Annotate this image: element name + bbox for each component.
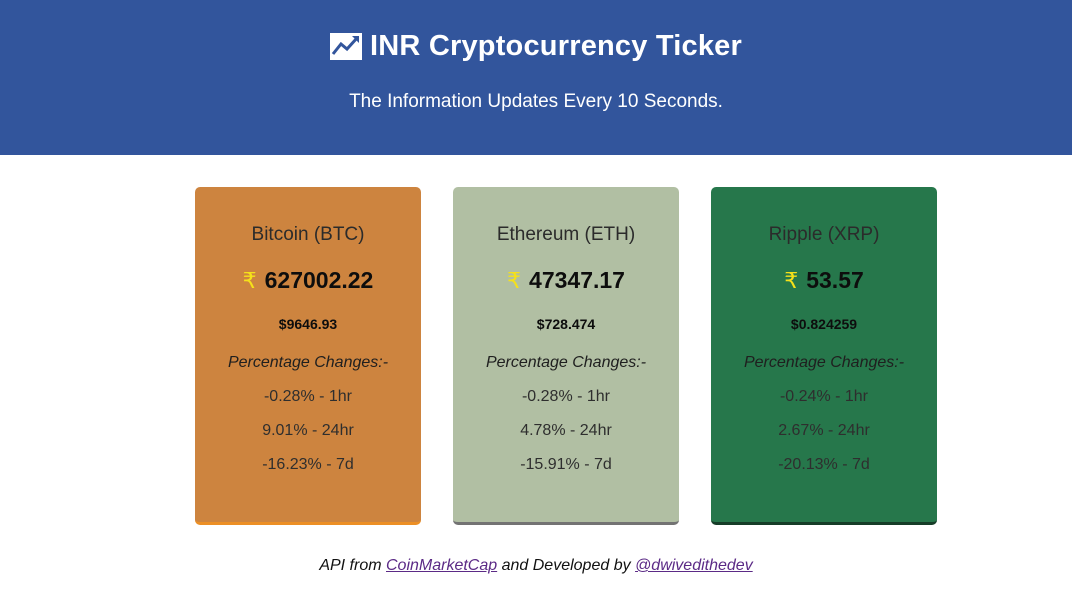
developer-link[interactable]: @dwivedithedev bbox=[635, 557, 753, 574]
coin-name: Ripple (XRP) bbox=[768, 224, 880, 245]
inr-value: 47347.17 bbox=[529, 267, 625, 293]
header: INR Cryptocurrency Ticker The Informatio… bbox=[0, 0, 1072, 155]
footer: API from CoinMarketCap and Developed by … bbox=[0, 557, 1072, 575]
card-bitcoin: Bitcoin (BTC) ₹627002.22 $9646.93 Percen… bbox=[195, 187, 421, 525]
inr-price: ₹627002.22 bbox=[195, 267, 421, 294]
card-ethereum: Ethereum (ETH) ₹47347.17 $728.474 Percen… bbox=[453, 187, 679, 525]
inr-price: ₹47347.17 bbox=[453, 267, 679, 294]
inr-value: 53.57 bbox=[806, 267, 864, 293]
card-ripple: Ripple (XRP) ₹53.57 $0.824259 Percentage… bbox=[711, 187, 937, 525]
inr-value: 627002.22 bbox=[264, 267, 374, 293]
title-row: INR Cryptocurrency Ticker bbox=[0, 30, 1072, 63]
rupee-icon: ₹ bbox=[507, 268, 522, 293]
usd-price: $9646.93 bbox=[278, 316, 338, 332]
coin-name: Ethereum (ETH) bbox=[496, 224, 636, 245]
line-chart-icon bbox=[330, 33, 363, 60]
change-24hr: 2.67% - 24hr bbox=[778, 422, 870, 439]
coinmarketcap-link[interactable]: CoinMarketCap bbox=[386, 557, 498, 574]
ticker-cards: Bitcoin (BTC) ₹627002.22 $9646.93 Percen… bbox=[195, 187, 937, 525]
coin-name: Bitcoin (BTC) bbox=[251, 224, 365, 245]
change-1hr: -0.24% - 1hr bbox=[779, 388, 869, 405]
percentage-title: Percentage Changes:- bbox=[743, 354, 905, 371]
change-7d: -16.23% - 7d bbox=[262, 456, 354, 473]
change-24hr: 9.01% - 24hr bbox=[262, 422, 354, 439]
rupee-icon: ₹ bbox=[242, 268, 257, 293]
page-title: INR Cryptocurrency Ticker bbox=[370, 30, 742, 62]
footer-middle: and Developed by bbox=[501, 557, 631, 574]
percentage-title: Percentage Changes:- bbox=[485, 354, 647, 371]
rupee-icon: ₹ bbox=[784, 268, 799, 293]
usd-price: $728.474 bbox=[536, 316, 596, 332]
change-1hr: -0.28% - 1hr bbox=[521, 388, 611, 405]
percentage-title: Percentage Changes:- bbox=[227, 354, 389, 371]
footer-prefix: API from bbox=[319, 557, 382, 574]
usd-price: $0.824259 bbox=[790, 316, 858, 332]
change-7d: -15.91% - 7d bbox=[520, 456, 612, 473]
inr-price: ₹53.57 bbox=[711, 267, 937, 294]
change-24hr: 4.78% - 24hr bbox=[520, 422, 612, 439]
change-1hr: -0.28% - 1hr bbox=[263, 388, 353, 405]
page-subtitle: The Information Updates Every 10 Seconds… bbox=[349, 91, 723, 112]
change-7d: -20.13% - 7d bbox=[778, 456, 870, 473]
